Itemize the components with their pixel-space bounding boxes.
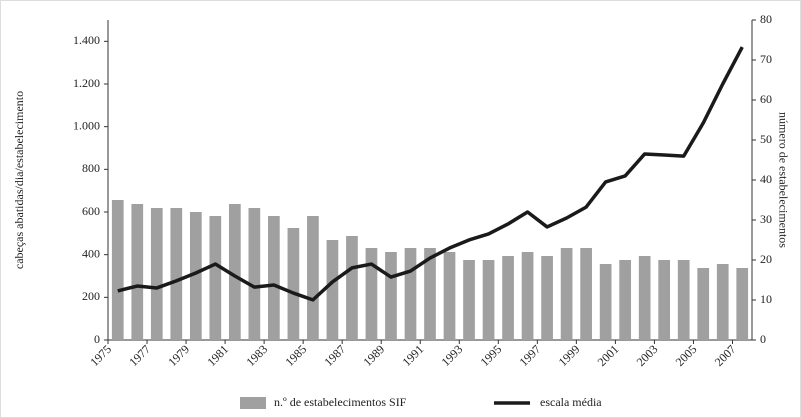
y-tick-label: 0 (94, 332, 100, 346)
bar (248, 208, 261, 340)
bar (287, 228, 300, 340)
y2-tick-label: 20 (760, 252, 772, 266)
y-tick-label: 400 (82, 246, 100, 260)
bar (697, 268, 710, 340)
bar (638, 256, 651, 340)
bar (131, 204, 144, 340)
bar (228, 204, 241, 340)
bar (111, 200, 124, 340)
bar (482, 260, 495, 340)
bar (346, 236, 358, 340)
bar (424, 248, 436, 340)
bar (268, 216, 280, 340)
bar (580, 248, 592, 340)
bar (736, 268, 749, 340)
y2-tick-label: 40 (760, 172, 772, 186)
y2-tick-label: 70 (760, 52, 772, 66)
bar (307, 216, 319, 340)
bar (189, 212, 202, 340)
bar (385, 252, 397, 340)
bar (404, 248, 417, 340)
y2-tick-label: 80 (760, 12, 772, 26)
bar (658, 260, 671, 340)
y2-tick-label: 0 (760, 332, 766, 346)
y-tick-label: 1.000 (73, 118, 100, 132)
bar (209, 216, 222, 340)
bar (502, 256, 514, 340)
legend-swatch (240, 397, 266, 409)
y-tick-label: 600 (82, 204, 100, 218)
bar (619, 260, 632, 340)
bar (541, 256, 553, 340)
y-tick-label: 800 (82, 161, 100, 175)
bar (443, 252, 456, 340)
y-tick-label: 1.200 (73, 76, 100, 90)
bar (170, 208, 183, 340)
bar (521, 252, 534, 340)
y2-tick-label: 60 (760, 92, 772, 106)
y-tick-label: 1.400 (73, 33, 100, 47)
bar (463, 260, 475, 340)
line (117, 46, 744, 302)
bar (599, 264, 612, 340)
y-tick-label: 200 (82, 289, 100, 303)
y-axis-title: cabeças abatidas/dia/estabelecimento (12, 91, 26, 269)
y2-tick-label: 10 (760, 292, 772, 306)
y2-tick-label: 30 (760, 212, 772, 226)
bar (716, 264, 729, 340)
y2-axis-title: número de estabelecimentos (776, 112, 790, 248)
bar (560, 248, 573, 340)
bar (150, 208, 163, 340)
legend-label: n.º de estabelecimentos SIF (274, 395, 407, 409)
bar (365, 248, 378, 340)
y2-tick-label: 50 (760, 132, 772, 146)
legend-label: escala média (540, 395, 602, 409)
bar (677, 260, 690, 340)
bar (326, 240, 339, 340)
